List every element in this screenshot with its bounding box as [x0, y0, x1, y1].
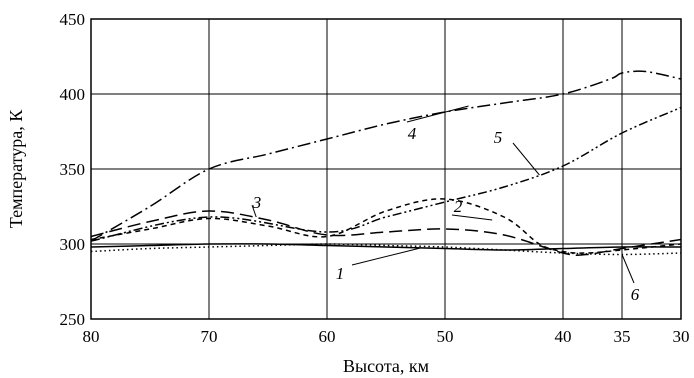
curve-label-3: 3	[252, 193, 262, 212]
y-tick-label: 250	[60, 310, 86, 329]
y-tick-label: 400	[60, 85, 86, 104]
x-tick-label: 30	[673, 327, 690, 346]
leader-line-3	[251, 204, 257, 218]
x-tick-labels: 80 70 60 50 40 35 30	[83, 327, 690, 346]
grid-lines	[91, 19, 681, 319]
leader-line-1	[351, 247, 422, 266]
series-line-3	[90, 210, 682, 257]
curve-label-5: 5	[494, 128, 503, 147]
y-tick-labels: 450 400 350 300 250	[60, 10, 86, 329]
series-line-4	[90, 70, 682, 242]
leader-line-5	[512, 142, 540, 176]
series-group	[90, 70, 682, 257]
x-tick-label: 35	[614, 327, 631, 346]
x-axis-title: Высота, км	[343, 356, 429, 376]
y-tick-label: 350	[60, 160, 86, 179]
y-tick-label: 300	[60, 235, 86, 254]
series-line-1	[90, 243, 682, 251]
series-line-2	[90, 198, 682, 254]
x-tick-label: 80	[83, 327, 100, 346]
curve-label-6: 6	[631, 285, 640, 304]
series-line-5	[90, 106, 682, 242]
x-tick-label: 70	[201, 327, 218, 346]
x-tick-label: 50	[437, 327, 454, 346]
curve-label-2: 2	[454, 197, 463, 216]
label-leaders	[251, 105, 635, 284]
curve-label-4: 4	[408, 124, 417, 143]
leader-line-4	[406, 105, 469, 123]
leader-line-2	[451, 214, 493, 221]
x-tick-label: 60	[319, 327, 336, 346]
plot-frame	[90, 18, 682, 320]
y-tick-label: 450	[60, 10, 86, 29]
y-axis-title: Температура, К	[6, 109, 26, 228]
curve-label-1: 1	[336, 264, 345, 283]
curve-labels: 1 2 3 4 5 6	[252, 124, 640, 304]
leader-line-6	[621, 254, 635, 284]
x-tick-label: 40	[555, 327, 572, 346]
